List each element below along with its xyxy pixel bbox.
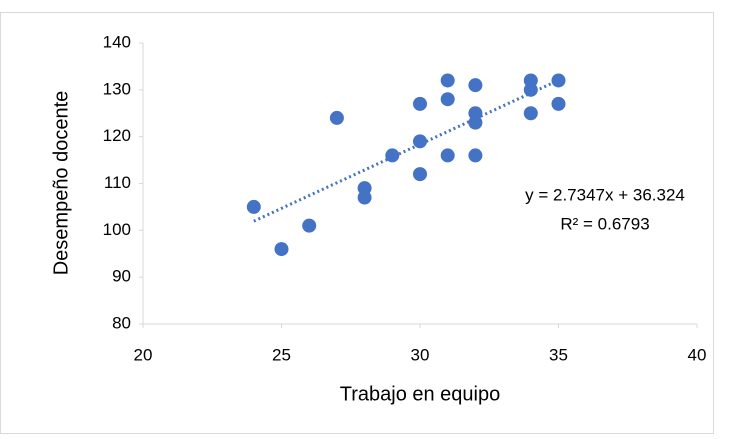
point: [468, 115, 483, 130]
x-tick-label: 20: [134, 345, 153, 364]
trendline: [253, 78, 560, 223]
trend-r2: R² = 0.6793: [560, 214, 649, 233]
y-tick-label: 80: [112, 313, 131, 332]
point: [551, 96, 566, 111]
chart-border: [0, 12, 714, 434]
point: [440, 73, 455, 88]
x-tick-label: 40: [688, 345, 707, 364]
y-tick-label: 140: [103, 32, 131, 51]
point: [440, 92, 455, 107]
point: [302, 218, 317, 233]
x-tick-label: 30: [411, 345, 430, 364]
point: [413, 96, 427, 111]
point: [523, 106, 538, 121]
point: [468, 78, 483, 93]
point: [468, 148, 483, 163]
point: [329, 110, 344, 125]
x-axis-label: Trabajo en equipo: [340, 383, 501, 405]
trend-equation: y = 2.7347x + 36.324: [525, 185, 685, 204]
x-tick-label: 25: [272, 345, 291, 364]
y-tick-label: 90: [112, 267, 131, 286]
point: [274, 242, 289, 257]
y-tick-label: 100: [103, 220, 131, 239]
point: [246, 199, 261, 214]
point: [523, 82, 538, 97]
y-tick-label: 130: [103, 79, 131, 98]
y-tick-label: 120: [103, 126, 131, 145]
point: [551, 73, 566, 88]
point: [357, 190, 372, 205]
point: [440, 148, 455, 163]
point: [385, 148, 400, 163]
point: [413, 167, 427, 182]
x-tick-label: 35: [549, 345, 568, 364]
point: [413, 134, 427, 149]
y-axis-label: Desempeño docente: [50, 91, 72, 276]
y-tick-label: 110: [104, 173, 131, 192]
